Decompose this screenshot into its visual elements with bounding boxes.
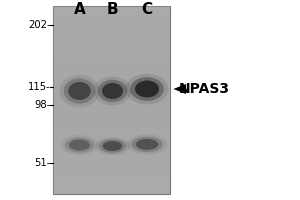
- Bar: [52, 81, 170, 91]
- Text: 115-: 115-: [28, 82, 50, 92]
- Ellipse shape: [127, 134, 167, 154]
- Text: C: C: [141, 1, 153, 17]
- Ellipse shape: [135, 80, 159, 98]
- Bar: [52, 15, 170, 25]
- Bar: [52, 6, 170, 15]
- Ellipse shape: [102, 83, 123, 99]
- Text: 202-: 202-: [28, 20, 50, 30]
- Text: A: A: [74, 1, 86, 17]
- Text: 51-: 51-: [34, 158, 50, 168]
- Bar: [52, 138, 170, 147]
- Bar: [52, 91, 170, 100]
- Polygon shape: [173, 84, 186, 94]
- Bar: [52, 53, 170, 62]
- Bar: [52, 185, 170, 194]
- Ellipse shape: [61, 135, 98, 155]
- Ellipse shape: [125, 74, 169, 104]
- Bar: [52, 62, 170, 72]
- Bar: [52, 72, 170, 81]
- Bar: [52, 44, 170, 53]
- Bar: [52, 34, 170, 44]
- Ellipse shape: [68, 82, 91, 100]
- Bar: [52, 100, 170, 109]
- Ellipse shape: [131, 137, 163, 152]
- Ellipse shape: [136, 139, 158, 150]
- Text: B: B: [107, 1, 118, 17]
- Ellipse shape: [59, 75, 100, 107]
- Bar: [52, 119, 170, 128]
- Ellipse shape: [130, 77, 164, 101]
- Bar: [52, 147, 170, 156]
- Bar: [52, 166, 170, 175]
- Bar: [52, 128, 170, 138]
- Text: 98-: 98-: [34, 100, 50, 110]
- Bar: [52, 25, 170, 34]
- Bar: [52, 6, 170, 194]
- Ellipse shape: [65, 137, 94, 153]
- Ellipse shape: [103, 141, 122, 151]
- Ellipse shape: [94, 77, 131, 105]
- Ellipse shape: [69, 140, 90, 150]
- Bar: [52, 109, 170, 119]
- Bar: [52, 175, 170, 185]
- Ellipse shape: [95, 137, 130, 155]
- Ellipse shape: [98, 80, 127, 102]
- Ellipse shape: [99, 139, 126, 153]
- Text: NPAS3: NPAS3: [178, 82, 230, 96]
- Bar: [52, 156, 170, 166]
- Ellipse shape: [64, 78, 95, 104]
